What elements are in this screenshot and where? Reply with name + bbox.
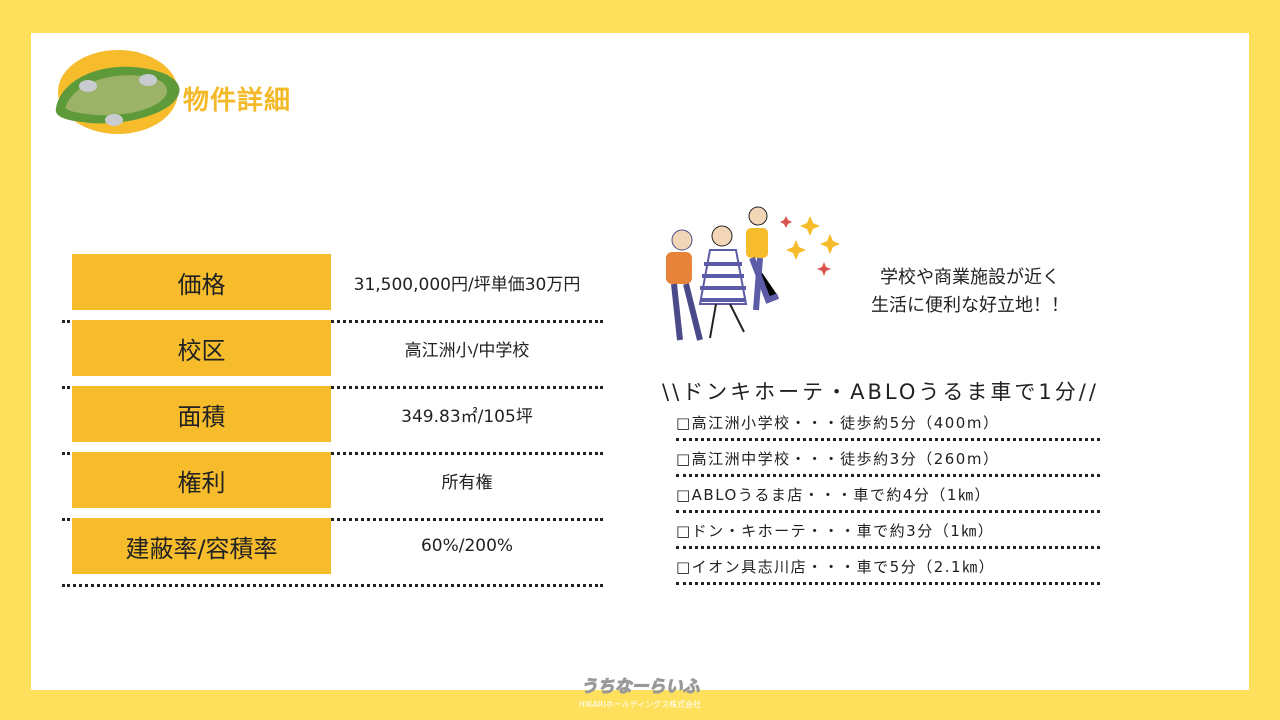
footer-logo: うちなーらいふ HIKARIホールディングス株式会社	[540, 672, 740, 710]
detail-row-school: 校区 高江洲小/中学校	[62, 320, 603, 389]
access-item: □イオン具志川店・・・車で5分（2.1㎞）	[676, 552, 1100, 585]
access-item: □高江洲中学校・・・徒歩約3分（260m）	[676, 444, 1100, 477]
brand-logo: うちなーらいふ	[580, 677, 700, 698]
detail-label: 面積	[72, 386, 331, 442]
detail-row-coverage: 建蔽率/容積率 60%/200%	[62, 518, 603, 587]
catch-copy: 学校や商業施設が近く 生活に便利な好立地！！	[845, 264, 1095, 320]
detail-row-rights: 権利 所有権	[62, 452, 603, 521]
access-item: □ABLOうるま店・・・車で約4分（1㎞）	[676, 480, 1100, 513]
detail-value: 高江洲小/中学校	[404, 340, 530, 361]
grass-field-icon	[55, 50, 180, 134]
access-headline: \\ドンキホーテ・ABLOうるま車で1分//	[662, 380, 1099, 404]
dancing-people-icon	[666, 206, 840, 341]
page-title: 物件詳細	[183, 86, 292, 116]
detail-row-area: 面積 349.83㎡/105坪	[62, 386, 603, 455]
detail-label: 価格	[72, 254, 331, 310]
detail-row-price: 価格 31,500,000円/坪単価30万円	[62, 254, 603, 323]
access-item: □ドン・キホーテ・・・車で約3分（1㎞）	[676, 516, 1100, 549]
catch-line-1: 学校や商業施設が近く	[880, 267, 1060, 288]
detail-label: 建蔽率/容積率	[72, 518, 331, 574]
detail-label: 権利	[72, 452, 331, 508]
detail-value: 60%/200%	[420, 536, 514, 556]
detail-label: 校区	[72, 320, 331, 376]
detail-value: 31,500,000円/坪単価30万円	[353, 274, 581, 295]
catch-line-2: 生活に便利な好立地！！	[871, 295, 1069, 316]
access-item: □高江洲小学校・・・徒歩約5分（400m）	[676, 408, 1100, 441]
detail-value: 349.83㎡/105坪	[401, 406, 533, 427]
detail-value: 所有権	[441, 472, 493, 493]
company-name: HIKARIホールディングス株式会社	[578, 700, 702, 709]
